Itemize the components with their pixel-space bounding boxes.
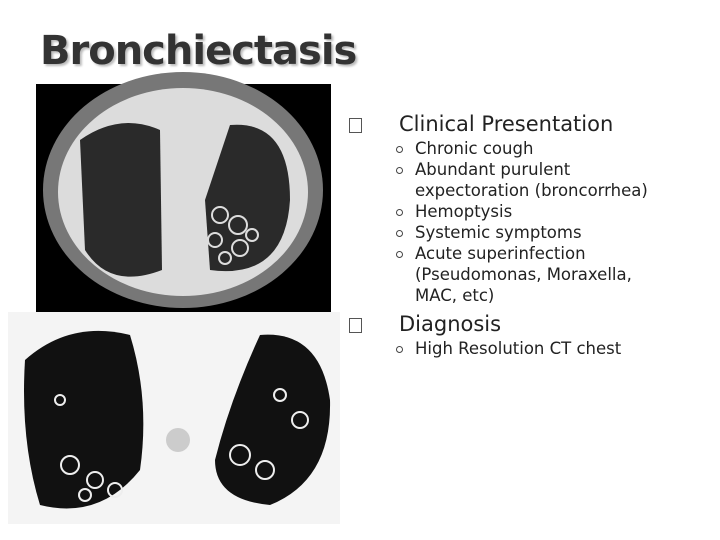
bullet-item: Abundant purulent expectoration (broncor…	[345, 159, 675, 201]
ct-lung-right	[80, 122, 162, 277]
ct-cysts	[207, 206, 259, 265]
bullet-item: Chronic cough	[345, 138, 675, 159]
bullet-item: Systemic symptoms	[345, 222, 675, 243]
slide-title: Bronchiectasis	[40, 28, 357, 74]
section-heading: Diagnosis	[345, 310, 675, 338]
section: Diagnosis High Resolution CT chest	[345, 310, 675, 359]
section-heading: Clinical Presentation	[345, 110, 675, 138]
bullet-item: High Resolution CT chest	[345, 338, 675, 359]
section: Clinical Presentation Chronic cough Abun…	[345, 110, 675, 306]
bullet-list: Chronic cough Abundant purulent expector…	[345, 138, 675, 306]
bullet-list: High Resolution CT chest	[345, 338, 675, 359]
bullet-text: Clinical Presentation Chronic cough Abun…	[345, 110, 675, 363]
bullet-item: Hemoptysis	[345, 201, 675, 222]
ct-lung-left-2	[215, 334, 331, 505]
ct-aorta	[166, 428, 190, 452]
bullet-item: Acute superinfection (Pseudomonas, Morax…	[345, 243, 675, 306]
ct-images	[8, 72, 340, 524]
ct-lung-right-2	[24, 330, 144, 509]
ct-cysts-2	[54, 388, 309, 502]
ct-lung-left	[205, 124, 290, 272]
